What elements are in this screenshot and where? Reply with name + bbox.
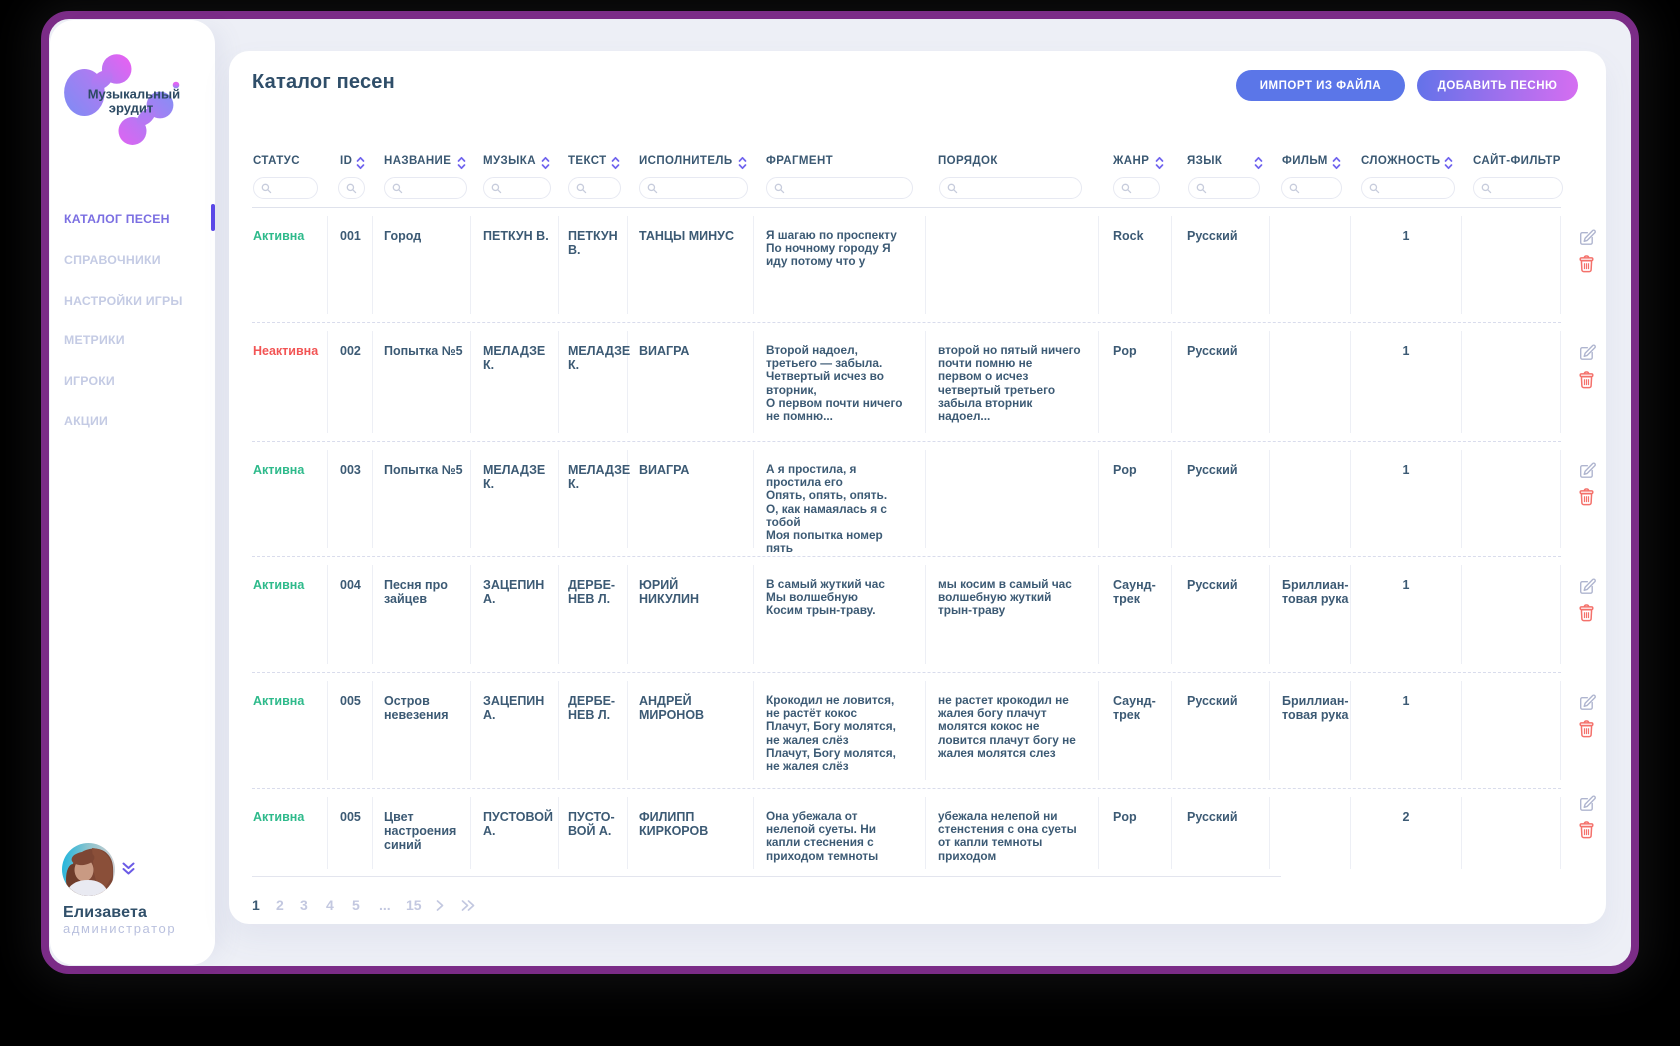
svg-text:Музыкальный: Музыкальный [88,86,180,101]
svg-text:эрудит: эрудит [109,101,153,116]
